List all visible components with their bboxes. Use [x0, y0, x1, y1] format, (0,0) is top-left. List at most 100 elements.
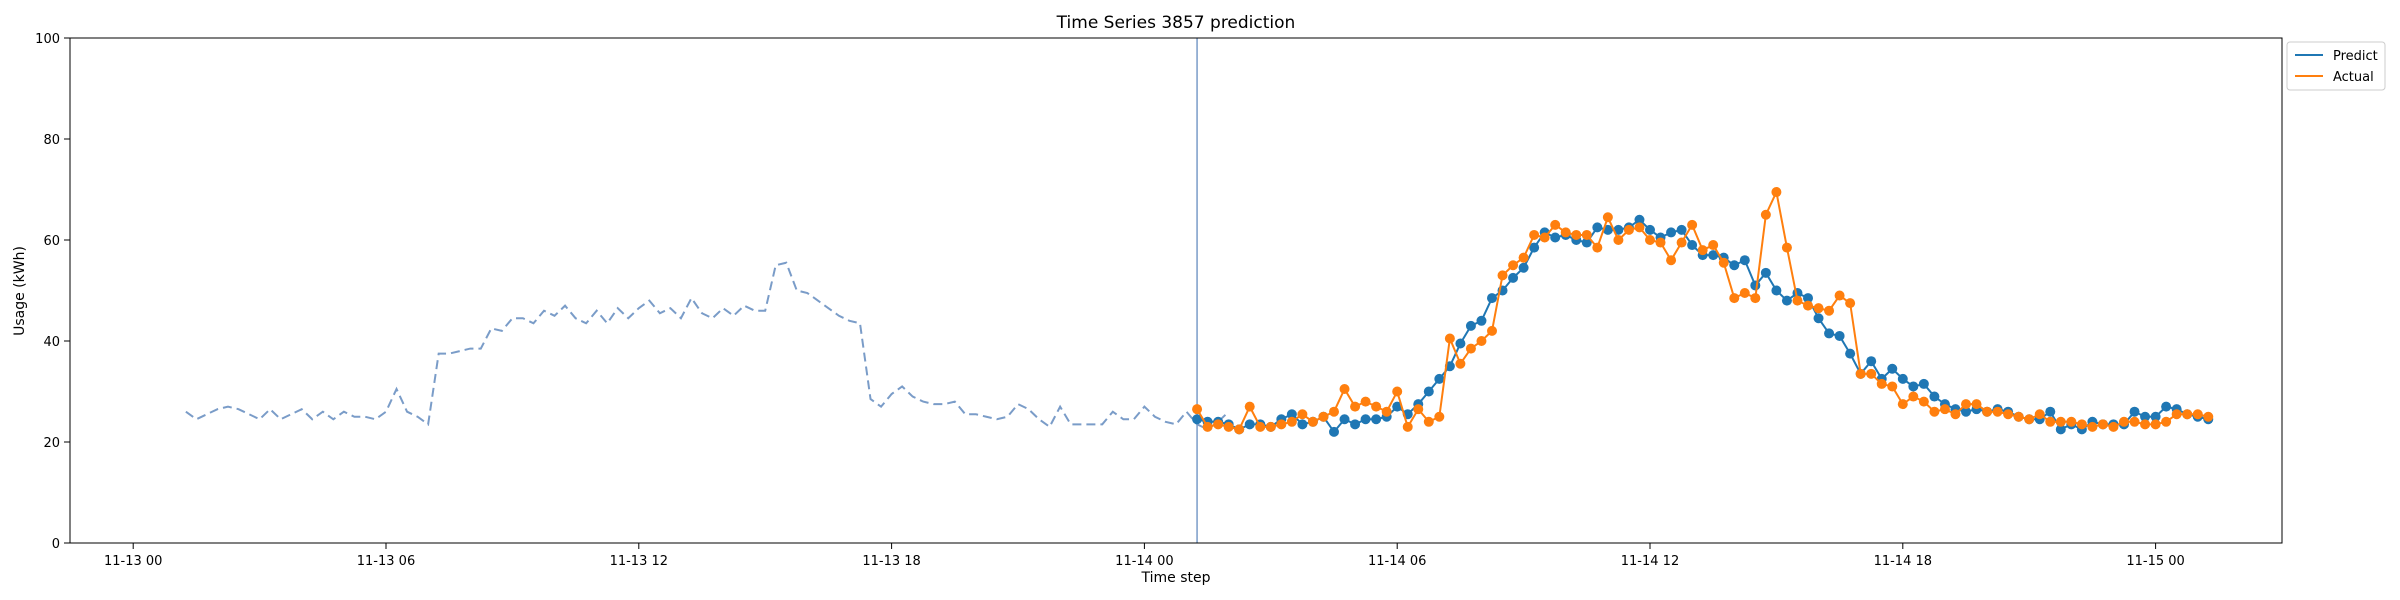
- plot-area: [185, 38, 2214, 543]
- actual-point: [1592, 242, 1603, 253]
- predict-point: [1286, 409, 1297, 420]
- actual-point: [1360, 396, 1371, 407]
- actual-point: [1539, 232, 1550, 243]
- actual-point: [1465, 343, 1476, 354]
- actual-point: [1961, 399, 1971, 410]
- legend-predict-label: Predict: [2333, 49, 2378, 64]
- predict-point: [1518, 262, 1529, 273]
- actual-point: [1192, 404, 1203, 415]
- actual-point: [2013, 411, 2024, 422]
- predict-point: [1476, 315, 1487, 326]
- predict-point: [1708, 250, 1719, 261]
- y-tick-label: 60: [43, 234, 60, 249]
- actual-point: [2140, 419, 2151, 430]
- actual-point: [1276, 419, 1287, 430]
- actual-point: [2129, 416, 2140, 427]
- actual-point: [2066, 416, 2077, 427]
- x-tick-label: 11-14 12: [1621, 554, 1679, 569]
- actual-point: [1518, 252, 1529, 263]
- predict-point: [2161, 401, 2172, 412]
- actual-point: [1560, 227, 1571, 238]
- actual-point: [1202, 421, 1213, 432]
- predict-point: [1339, 414, 1350, 425]
- predict-point: [1581, 237, 1592, 248]
- actual-point: [2119, 416, 2129, 427]
- actual-point: [1213, 419, 1224, 430]
- actual-point: [1645, 235, 1655, 245]
- predict-point: [1645, 224, 1655, 235]
- x-tick-label: 11-15 00: [2126, 554, 2184, 569]
- actual-point: [1803, 300, 1813, 311]
- actual-point: [1897, 399, 1908, 410]
- actual-point: [1760, 209, 1771, 220]
- actual-point: [1371, 401, 1382, 412]
- chart-title: Time Series 3857 prediction: [1056, 13, 1296, 33]
- actual-point: [1476, 336, 1487, 346]
- actual-point: [1866, 368, 1877, 379]
- actual-point: [1729, 293, 1740, 304]
- predict-point: [1824, 328, 1835, 339]
- actual-point: [2192, 409, 2203, 420]
- legend-actual-label: Actual: [2333, 70, 2374, 85]
- x-tick-label: 11-13 18: [862, 554, 920, 569]
- actual-point: [1350, 401, 1361, 412]
- predict-point: [1781, 295, 1792, 306]
- actual-point: [1339, 383, 1350, 394]
- predict-point: [1634, 214, 1645, 225]
- predict-point: [1392, 401, 1403, 412]
- actual-point: [1855, 368, 1866, 379]
- actual-point: [1413, 404, 1424, 415]
- y-tick-label: 80: [43, 133, 60, 148]
- x-tick-label: 11-14 18: [1874, 554, 1932, 569]
- actual-point: [1223, 421, 1234, 432]
- actual-point: [1529, 229, 1540, 240]
- actual-point: [1444, 333, 1455, 344]
- predict-point: [1813, 313, 1824, 324]
- y-tick-label: 40: [43, 335, 60, 350]
- predict-point: [1423, 386, 1434, 397]
- actual-point: [1329, 406, 1339, 417]
- actual-point: [1623, 224, 1634, 235]
- actual-point: [1939, 404, 1950, 415]
- predict-point: [1192, 414, 1203, 425]
- actual-point: [2024, 414, 2035, 425]
- x-axis-label: Time step: [1141, 570, 1211, 586]
- actual-point: [1655, 237, 1666, 248]
- actual-point: [1781, 242, 1792, 253]
- predict-point: [1908, 381, 1919, 392]
- x-tick-label: 11-14 00: [1115, 554, 1173, 569]
- actual-point: [1423, 416, 1434, 427]
- actual-point: [2003, 409, 2014, 420]
- actual-point: [1550, 219, 1561, 230]
- actual-point: [2097, 419, 2108, 430]
- predict-point: [1739, 255, 1750, 266]
- actual-point: [1950, 409, 1961, 420]
- actual-point: [1497, 270, 1508, 281]
- predict-point: [1592, 222, 1603, 233]
- predict-point: [2150, 411, 2161, 422]
- y-axis-label: Usage (kWh): [12, 246, 28, 336]
- predict-point: [1244, 419, 1255, 430]
- actual-point: [2203, 411, 2214, 422]
- actual-point: [1908, 391, 1919, 402]
- y-tick-label: 0: [52, 537, 60, 552]
- actual-point: [2076, 419, 2087, 430]
- actual-point: [1244, 401, 1255, 412]
- actual-point: [1697, 245, 1708, 256]
- actual-point: [1750, 293, 1761, 304]
- actual-point: [1602, 212, 1613, 223]
- predict-point: [2129, 406, 2140, 417]
- actual-point: [1771, 187, 1782, 198]
- actual-point: [1402, 421, 1413, 432]
- actual-point: [2182, 409, 2193, 420]
- actual-point: [1265, 421, 1276, 432]
- predict-point: [1666, 227, 1677, 238]
- predict-point: [1455, 338, 1466, 349]
- predict-point: [1687, 240, 1698, 251]
- actual-point: [1307, 416, 1318, 427]
- axes: 0 20 40 60 80 100 11-13 00 11-13 06 11-13 12 11-1…: [35, 32, 2283, 569]
- y-tick-label: 20: [43, 436, 60, 451]
- actual-line: [1196, 188, 2209, 431]
- predict-point: [1918, 378, 1929, 389]
- predict-point: [1887, 363, 1898, 374]
